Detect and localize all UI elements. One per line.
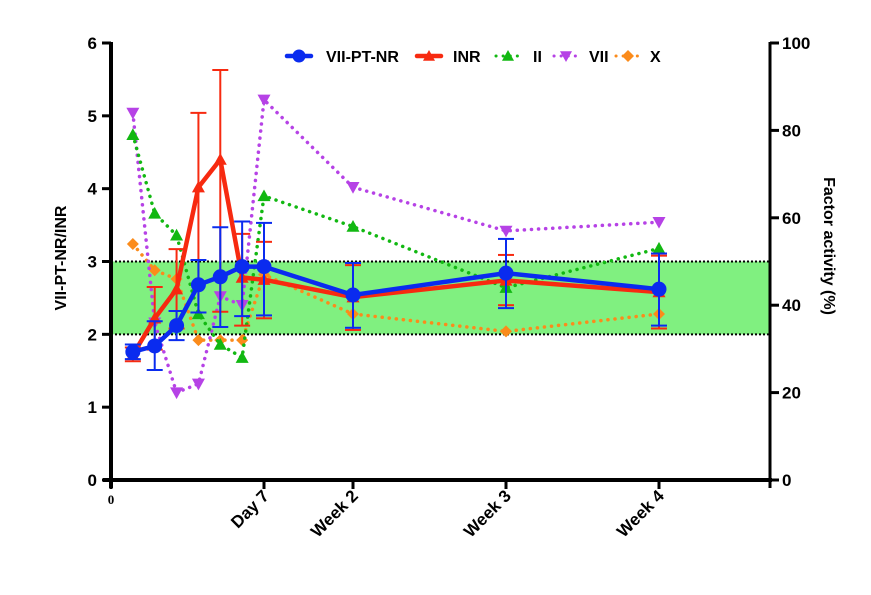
data-point-ii xyxy=(346,220,360,232)
data-point-ii xyxy=(126,128,140,140)
y-left-tick-label: 3 xyxy=(88,253,97,272)
data-point-vii xyxy=(191,378,205,391)
series-line-vii xyxy=(131,98,661,395)
legend-label-x: X xyxy=(650,49,661,66)
data-point-x xyxy=(148,264,161,277)
legend-marker-vii xyxy=(560,51,572,62)
y-right-tick-label: 80 xyxy=(782,121,801,140)
data-point-vii xyxy=(652,216,666,229)
data-point-inr xyxy=(213,153,227,165)
data-point-x xyxy=(236,334,249,347)
data-point-vii-pt-nr xyxy=(651,281,667,297)
data-point-ii xyxy=(148,206,162,219)
legend-label-ii: II xyxy=(533,49,542,66)
data-point-vii-pt-nr xyxy=(345,287,361,303)
legend: VII-PT-NR INR II VII X xyxy=(284,49,661,66)
data-point-vii-pt-nr xyxy=(498,265,514,281)
data-point-vii-pt-nr xyxy=(234,259,250,275)
legend-marker-ii xyxy=(502,50,514,61)
data-point-vii-pt-nr xyxy=(125,344,141,360)
y-left-tick-label: 0 xyxy=(88,471,97,490)
legend-marker-inr xyxy=(423,50,435,61)
legend-label-vii: VII xyxy=(589,49,609,66)
y-right-tick-label: 100 xyxy=(782,34,810,53)
y-right-tick-label: 60 xyxy=(782,209,801,228)
data-point-inr xyxy=(170,282,184,295)
data-point-vii xyxy=(170,387,184,400)
data-point-x xyxy=(126,238,139,251)
target-range-band xyxy=(111,261,770,335)
data-point-x xyxy=(500,325,512,338)
series-layer xyxy=(124,68,667,400)
data-point-vii-pt-nr xyxy=(256,259,272,275)
y-right-tick-label: 0 xyxy=(782,471,791,490)
data-point-vii-pt-nr xyxy=(190,277,206,293)
data-point-vii-pt-nr xyxy=(147,338,163,354)
y-axis-left-title: VII-PT-NR/INR xyxy=(53,205,70,310)
legend-label-vii-pt-nr: VII-PT-NR xyxy=(326,49,399,66)
data-point-vii-pt-nr xyxy=(212,269,228,285)
y-axis-right-title: Factor activity (%) xyxy=(820,177,837,315)
series-line-inr xyxy=(130,157,662,357)
data-point-ii xyxy=(257,189,271,202)
data-point-vii xyxy=(499,225,513,238)
y-right-tick-label: 20 xyxy=(782,384,801,403)
series-line-vii-pt-nr xyxy=(130,264,662,355)
legend-label-inr: INR xyxy=(453,49,481,66)
legend-entry-x: X xyxy=(614,49,661,66)
x-tick-label: Week 2 xyxy=(307,486,362,541)
y-left-tick-label: 4 xyxy=(88,180,98,199)
x-tick-label: Week 3 xyxy=(460,486,515,541)
legend-entry-ii: II xyxy=(494,49,542,66)
y-right-tick-label: 40 xyxy=(782,296,801,315)
y-left-tick-label: 6 xyxy=(88,34,97,53)
series-vii-pt-nr xyxy=(124,220,667,372)
y-left-tick-label: 1 xyxy=(88,398,97,417)
data-point-ii xyxy=(213,338,227,350)
y-left-tick-label: 5 xyxy=(88,107,97,126)
legend-marker-vii-pt-nr xyxy=(292,49,306,63)
target-range-layer xyxy=(111,260,770,336)
data-point-ii xyxy=(170,228,184,241)
data-point-ii xyxy=(235,351,249,363)
x-tick-label: Week 4 xyxy=(613,486,668,541)
series-line-ii xyxy=(131,133,661,360)
y-left-tick-label: 2 xyxy=(88,325,97,344)
x-tick-label: 0 xyxy=(108,492,115,507)
data-point-ii xyxy=(652,241,666,254)
data-point-x xyxy=(192,334,205,347)
legend-entry-inr: INR xyxy=(414,49,481,66)
data-point-inr xyxy=(191,180,205,193)
x-tick-label: Day 7 xyxy=(227,486,273,532)
legend-marker-x xyxy=(622,50,634,62)
data-point-vii xyxy=(346,182,360,194)
series-line-x xyxy=(131,242,661,342)
data-point-vii xyxy=(126,107,140,120)
legend-entry-vii: VII xyxy=(552,49,609,66)
data-point-vii xyxy=(257,94,271,107)
data-point-vii-pt-nr xyxy=(169,318,185,334)
series-vii xyxy=(126,94,666,400)
legend-entry-vii-pt-nr: VII-PT-NR xyxy=(284,49,399,66)
